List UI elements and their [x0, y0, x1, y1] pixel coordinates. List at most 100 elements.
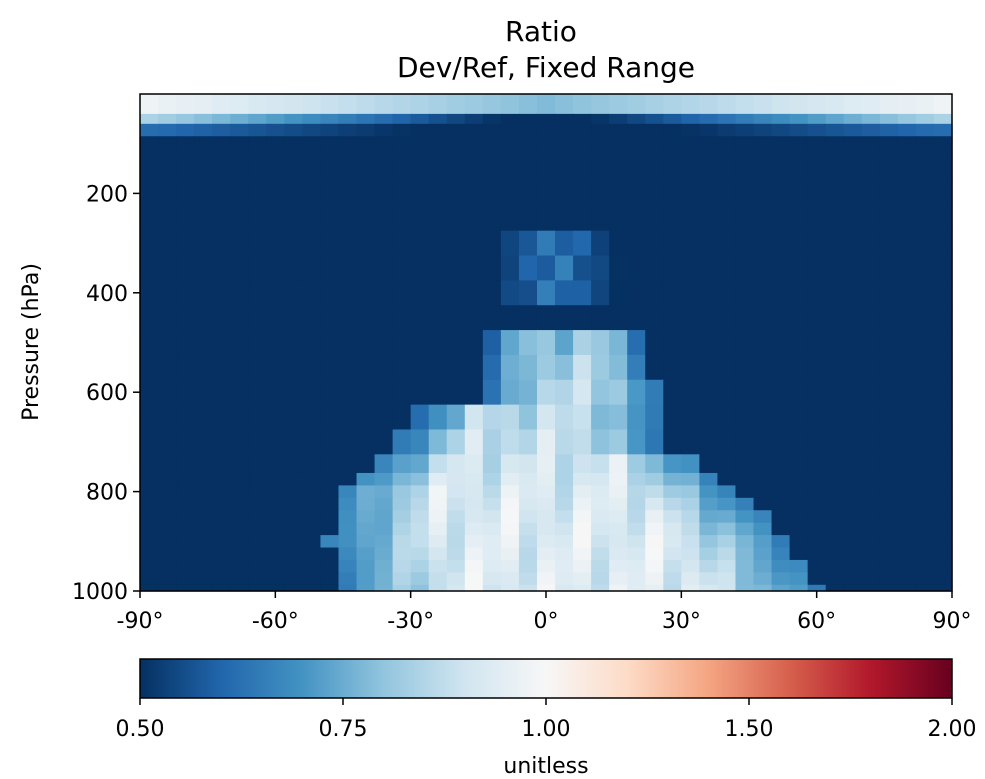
heatmap-cell — [176, 123, 195, 137]
heatmap-cell — [555, 136, 574, 157]
heatmap-cell — [176, 354, 195, 381]
heatmap-cell — [699, 113, 719, 125]
heatmap-cell — [176, 330, 195, 356]
heatmap-cell — [266, 379, 285, 406]
heatmap-cell — [194, 472, 213, 486]
heatmap-cell — [825, 472, 845, 486]
heatmap-cell — [284, 497, 303, 511]
heatmap-cell — [266, 547, 285, 561]
heatmap-cell — [482, 113, 502, 125]
colorbar-tick-label: 1.50 — [725, 717, 774, 742]
heatmap-cell — [771, 497, 791, 511]
heatmap-cell — [663, 305, 682, 331]
heatmap-cell — [500, 547, 520, 561]
heatmap-cell — [897, 559, 917, 573]
heatmap-cell — [446, 255, 466, 281]
heatmap-cell — [861, 354, 881, 381]
heatmap-cell — [464, 354, 484, 381]
heatmap-cell — [573, 305, 592, 331]
heatmap-cell — [536, 255, 556, 281]
heatmap-cell — [609, 522, 628, 536]
heatmap-cell — [861, 94, 881, 115]
heatmap-cell — [248, 330, 267, 356]
heatmap-cell — [771, 510, 791, 524]
heatmap-cell — [933, 584, 953, 592]
heatmap-cell — [609, 584, 628, 592]
heatmap-cell — [735, 572, 755, 586]
heatmap-cell — [374, 280, 394, 306]
heatmap-cell — [338, 522, 358, 536]
heatmap-cell — [140, 559, 159, 573]
heatmap-cell — [212, 429, 231, 455]
heatmap-cell — [771, 379, 791, 406]
heatmap-cell — [410, 584, 430, 592]
heatmap-cell — [717, 559, 737, 573]
heatmap-cell — [338, 584, 358, 592]
heatmap-cell — [681, 522, 700, 536]
heatmap-cell — [591, 156, 610, 182]
heatmap-cell — [158, 136, 177, 157]
heatmap-cell — [248, 123, 267, 137]
heatmap-cell — [338, 123, 358, 137]
heatmap-cell — [194, 205, 213, 232]
heatmap-cell — [158, 454, 177, 474]
heatmap-cell — [861, 510, 881, 524]
heatmap-cell — [699, 230, 719, 257]
heatmap-cell — [500, 305, 520, 331]
colorbar-label: unitless — [503, 754, 588, 779]
heatmap-cell — [140, 584, 159, 592]
heatmap-cell — [248, 485, 267, 499]
heatmap-cell — [807, 559, 827, 573]
heatmap-cell — [807, 280, 827, 306]
heatmap-cell — [536, 113, 556, 125]
heatmap-cell — [536, 454, 556, 474]
heatmap-cell — [230, 305, 249, 331]
heatmap-cell — [374, 230, 394, 257]
heatmap-cell — [482, 330, 502, 356]
heatmap-cell — [194, 123, 213, 137]
heatmap-cell — [338, 255, 358, 281]
heatmap-cell — [807, 330, 827, 356]
heatmap-cell — [861, 572, 881, 586]
heatmap-cell — [446, 280, 466, 306]
heatmap-cell — [158, 535, 177, 549]
heatmap-cell — [320, 584, 340, 592]
heatmap-cell — [735, 522, 755, 536]
heatmap-cell — [464, 572, 484, 586]
heatmap-cell — [735, 510, 755, 524]
heatmap-cell — [933, 559, 953, 573]
heatmap-cell — [681, 230, 700, 257]
heatmap-cell — [591, 404, 610, 431]
heatmap-cell — [681, 572, 700, 586]
heatmap-cell — [897, 94, 917, 115]
heatmap-cell — [266, 584, 285, 592]
heatmap-cell — [663, 404, 682, 431]
heatmap-cell — [428, 136, 448, 157]
heatmap-cell — [140, 454, 159, 474]
heatmap-cell — [356, 136, 376, 157]
heatmap-cell — [338, 485, 358, 499]
heatmap-cell — [500, 379, 520, 406]
heatmap-cell — [861, 454, 881, 474]
heatmap-cell — [410, 205, 430, 232]
heatmap-cell — [915, 584, 935, 592]
heatmap-cell — [717, 404, 737, 431]
heatmap-cell — [663, 113, 682, 125]
heatmap-cell — [356, 404, 376, 431]
heatmap-cell — [266, 497, 285, 511]
heatmap-cell — [140, 205, 159, 232]
heatmap-cell — [789, 230, 809, 257]
heatmap-cell — [609, 572, 628, 586]
heatmap-cell — [915, 230, 935, 257]
heatmap-cell — [500, 255, 520, 281]
heatmap-cell — [681, 404, 700, 431]
heatmap-cell — [555, 180, 574, 207]
heatmap-cell — [212, 113, 231, 125]
heatmap-cell — [356, 485, 376, 499]
heatmap-cell — [789, 559, 809, 573]
heatmap-cell — [915, 205, 935, 232]
heatmap-cell — [753, 472, 773, 486]
heatmap-cell — [573, 205, 592, 232]
heatmap-cell — [915, 454, 935, 474]
heatmap-cells — [140, 94, 953, 592]
